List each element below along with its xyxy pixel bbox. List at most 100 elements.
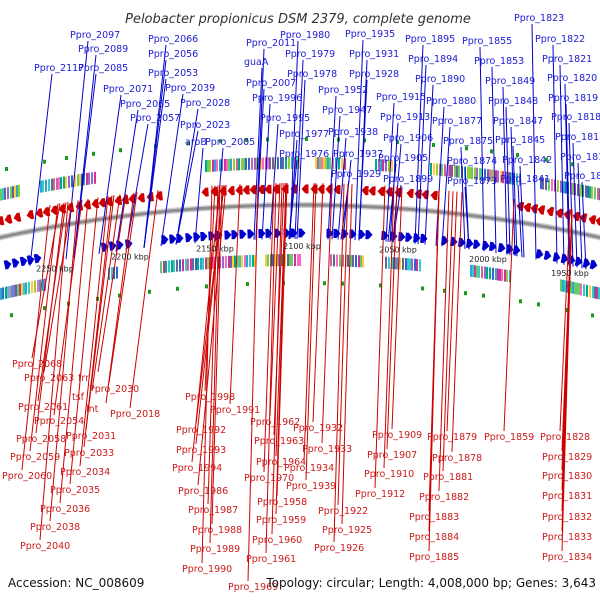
forward-gene-arrow: [200, 231, 208, 242]
reverse-callout-line: [446, 191, 458, 432]
reverse-gene-label: tsf: [72, 392, 85, 403]
reverse-gene-arrow: [537, 205, 546, 215]
forward-gene-label: Ppro_1821: [542, 54, 592, 65]
inner-category-tile: [565, 181, 567, 194]
inner-category-tile: [238, 158, 240, 171]
reverse-gene-label: Ppro_1909: [372, 430, 422, 441]
reverse-gene-arrow: [4, 214, 13, 224]
inner-category-tile: [329, 157, 331, 170]
forward-gene-arrow: [290, 228, 298, 238]
reverse-callout-line: [271, 183, 283, 535]
inner-category-tile: [551, 179, 553, 191]
forward-gene-label: Ppro_2057: [130, 113, 180, 124]
outer-category-tile: [232, 255, 234, 268]
forward-callout-line: [65, 40, 89, 260]
outer-category-tile: [492, 267, 494, 280]
inner-category-tile: [344, 157, 346, 170]
kbp-tick-label: 1950 kbp: [551, 269, 589, 278]
reverse-gene-arrow: [42, 206, 51, 217]
reverse-callout-line: [21, 205, 51, 471]
kbp-tick-label: 2250 kbp: [36, 264, 74, 273]
reverse-gene-arrow: [317, 184, 325, 194]
forward-gene-label: Ppro_1823: [514, 13, 564, 24]
inner-category-tile: [436, 163, 438, 176]
inner-category-tile: [86, 173, 88, 185]
inner-category-tile: [58, 177, 60, 190]
outer-feature-marker: [379, 283, 382, 288]
reverse-callout-line: [79, 195, 109, 467]
inner-feature-marker: [571, 162, 574, 167]
outer-category-tile: [252, 254, 254, 267]
outer-category-tile: [23, 282, 25, 295]
inner-category-tile: [484, 168, 486, 181]
outer-category-tile: [388, 256, 390, 269]
forward-callout-line: [479, 46, 485, 252]
reverse-gene-label: Ppro_2061: [18, 402, 68, 413]
outer-category-tile: [572, 281, 574, 294]
reverse-callout-line: [197, 184, 227, 486]
inner-category-tile: [382, 159, 384, 172]
forward-gene-arrow: [11, 258, 20, 268]
outer-category-tile: [560, 279, 562, 292]
outer-feature-marker: [176, 286, 179, 291]
outer-category-tile: [274, 254, 276, 267]
outer-feature-marker: [591, 313, 594, 318]
inner-category-tile: [254, 157, 256, 170]
inner-category-tile: [71, 175, 73, 188]
reverse-gene-label: Ppro_2036: [40, 504, 90, 515]
inner-category-tile: [548, 178, 550, 191]
outer-category-tile: [111, 267, 113, 280]
forward-gene-label: Ppro_1895: [405, 34, 455, 45]
forward-gene-arrow: [535, 249, 544, 259]
forward-callout-line: [358, 79, 368, 241]
reverse-gene-label: Ppro_1885: [409, 552, 459, 563]
reverse-gene-label: Ppro_2063: [24, 373, 74, 384]
outer-category-tile: [299, 254, 301, 266]
outer-category-tile: [176, 259, 178, 272]
reverse-callout-line: [341, 183, 353, 525]
reverse-gene-label: lnt: [86, 404, 99, 415]
reverse-callout-line: [442, 191, 454, 472]
inner-category-tile: [563, 181, 565, 194]
outer-category-tile: [267, 254, 269, 267]
outer-category-tile: [0, 287, 2, 300]
reverse-callout-line: [312, 183, 324, 423]
inner-feature-marker: [363, 138, 366, 143]
forward-gene-label: Ppro_1996: [252, 93, 302, 104]
reverse-gene-arrow: [155, 191, 163, 201]
inner-category-tile: [228, 158, 230, 171]
forward-callout-line: [568, 122, 574, 267]
inner-category-tile: [251, 157, 253, 170]
reverse-gene-label: Ppro_1859: [484, 432, 534, 443]
inner-category-tile: [519, 173, 521, 186]
reverse-callout-line: [59, 198, 89, 504]
forward-gene-label: Ppro_2056: [148, 49, 198, 60]
forward-gene-label: Ppro_1952: [318, 85, 368, 96]
reverse-callout-line: [275, 183, 287, 515]
outer-category-tile: [347, 254, 349, 267]
reverse-gene-arrow: [50, 205, 59, 215]
reverse-gene-label: Ppro_2060: [2, 471, 52, 482]
reverse-callout-line: [383, 186, 395, 469]
outer-category-tile: [385, 256, 387, 269]
outer-feature-marker: [323, 281, 326, 286]
inner-category-tile: [540, 177, 542, 190]
reverse-gene-label: Ppro_1922: [318, 506, 368, 517]
reverse-gene-label: Ppro_1934: [284, 463, 334, 474]
reverse-gene-arrow: [368, 186, 376, 196]
reverse-callout-line: [438, 190, 450, 492]
forward-gene-label: Ppro_2023: [180, 120, 230, 131]
outer-category-tile: [592, 286, 594, 299]
inner-category-tile: [12, 186, 14, 199]
reverse-gene-label: Ppro_1962: [250, 417, 300, 428]
forward-callout-line: [337, 137, 347, 240]
inner-category-tile: [94, 171, 96, 184]
forward-gene-label: Ppro_1905: [378, 153, 428, 164]
inner-category-tile: [323, 157, 325, 170]
reverse-gene-arrow: [516, 201, 525, 212]
outer-category-tile: [200, 257, 202, 270]
forward-callout-line: [160, 93, 184, 247]
forward-callout-line: [552, 44, 558, 264]
inner-category-tile: [2, 188, 4, 201]
outer-category-tile: [405, 258, 407, 271]
